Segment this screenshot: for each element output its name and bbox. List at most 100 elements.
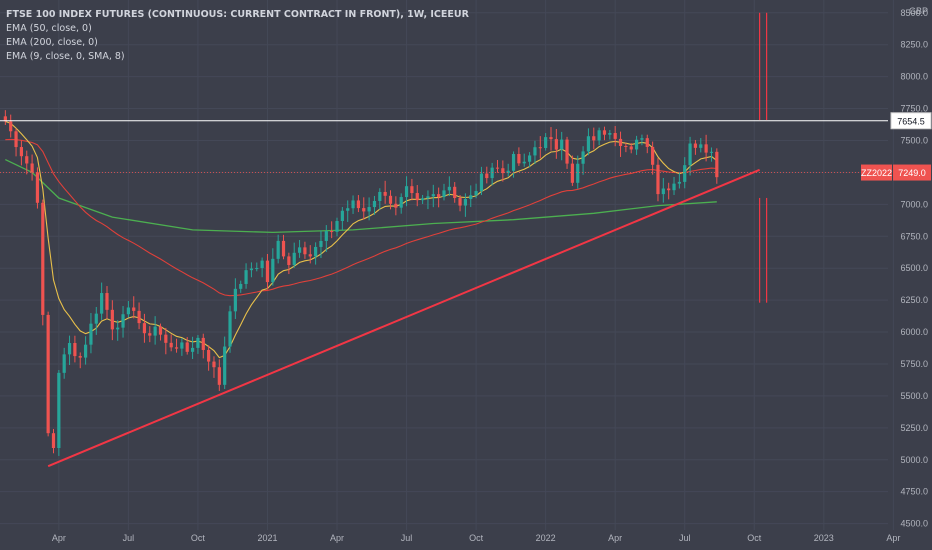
candle-body (415, 193, 419, 201)
price-tick-label: 6250.0 (900, 295, 928, 305)
candle-body (383, 191, 387, 196)
time-axis[interactable]: Apr Jul Oct 2021 Apr Jul Oct 2022 Apr Jul Oct 2023 A… (52, 533, 901, 543)
candle-body (319, 240, 323, 247)
ema200-legend[interactable]: EMA (200, close, 0) (6, 37, 98, 48)
candle-body (522, 161, 526, 164)
candle-body (672, 183, 676, 191)
countdown-text: ZZ2022 (861, 168, 892, 178)
time-tick-label: Oct (191, 533, 206, 543)
candle-body (624, 145, 628, 147)
candle-body (442, 190, 446, 198)
price-tick-label: 7750.0 (900, 104, 928, 114)
candle-body (158, 326, 163, 335)
ema9-legend[interactable]: EMA (9, close, 0, SMA, 8) (6, 51, 125, 62)
price-tick-label: 8000.0 (900, 72, 928, 82)
candle-body (399, 197, 403, 208)
candle-body (126, 307, 130, 315)
price-tick-label: 5750.0 (900, 359, 928, 369)
candle-body (324, 231, 328, 241)
support-trendline (47, 168, 760, 468)
candle-body (362, 208, 366, 212)
candle-body (651, 146, 655, 165)
candle-body (148, 333, 152, 336)
candle-body (485, 173, 489, 179)
candle-body (592, 136, 596, 141)
candle-body (426, 196, 430, 199)
time-tick-label: Jul (401, 533, 413, 543)
candle-body (244, 270, 248, 284)
candle-body (100, 293, 104, 314)
candle-body (613, 133, 617, 139)
candle-body (340, 210, 344, 222)
candle-body (667, 188, 671, 191)
candle-body (683, 165, 687, 182)
candle-body (549, 137, 553, 140)
ema50-legend[interactable]: EMA (50, close, 0) (6, 23, 92, 34)
candle-body (287, 256, 291, 265)
price-tick-label: 7000.0 (900, 199, 928, 209)
candle-body (35, 172, 40, 203)
current-price-tag (893, 164, 931, 181)
candle-body (501, 168, 505, 174)
candle-body (404, 186, 409, 198)
candle-body (447, 186, 451, 191)
candle-body (249, 268, 254, 271)
candle-body (239, 283, 243, 289)
candle-body (164, 334, 168, 343)
candle-body (46, 314, 50, 434)
candle-body (201, 337, 205, 350)
candle-body (153, 326, 157, 336)
candle-body (19, 147, 23, 157)
candle-body (618, 138, 623, 146)
candle-body (715, 151, 719, 178)
candle-body (693, 143, 698, 148)
candle-body (367, 207, 371, 212)
candle-body (597, 130, 601, 141)
candle-body (437, 194, 441, 198)
price-tick-label: 5000.0 (900, 455, 928, 465)
candle-body (554, 139, 558, 150)
candle-body (25, 156, 29, 164)
candle-body (265, 260, 270, 283)
candle-body (89, 323, 93, 345)
candle-body (185, 342, 189, 352)
candle-body (421, 198, 425, 201)
price-tick-label: 6750.0 (900, 231, 928, 241)
candle-body (474, 191, 478, 196)
candle-body (372, 200, 377, 208)
symbol-title[interactable]: FTSE 100 INDEX FUTURES (CONTINUOUS: CURR… (6, 9, 469, 20)
candle-body (207, 349, 211, 362)
time-tick-label: Jul (123, 533, 135, 543)
candle-body (180, 342, 184, 349)
candle-body (688, 143, 692, 166)
candle-body (463, 199, 467, 206)
candle-body (51, 433, 56, 449)
time-tick-label: 2022 (536, 533, 556, 543)
resistance-price-tag (890, 112, 932, 130)
candle-body (469, 195, 473, 200)
candle-body (608, 133, 612, 135)
candle-body (511, 154, 516, 171)
candle-body (271, 258, 275, 283)
candle-body (581, 151, 585, 164)
price-tick-label: 6000.0 (900, 327, 928, 337)
candle-body (233, 288, 237, 312)
candle-body (137, 310, 141, 324)
candle-body (640, 138, 644, 140)
candle-body (576, 163, 580, 183)
candle-body (394, 203, 398, 208)
candle-body (645, 138, 649, 147)
candle-body (544, 137, 548, 148)
candle-body (356, 200, 361, 209)
price-axis[interactable]: 8500.08250.08000.07750.07500.07250.07000… (861, 6, 932, 529)
candle-body (378, 191, 382, 201)
candle-body (453, 186, 457, 199)
time-tick-label: 2023 (814, 533, 834, 543)
candle-body (94, 313, 98, 324)
candle-body (656, 164, 660, 195)
price-tick-label: 4500.0 (900, 519, 928, 529)
candle-body (30, 163, 34, 173)
time-tick-label: Apr (52, 533, 66, 543)
candle-body (14, 131, 18, 148)
